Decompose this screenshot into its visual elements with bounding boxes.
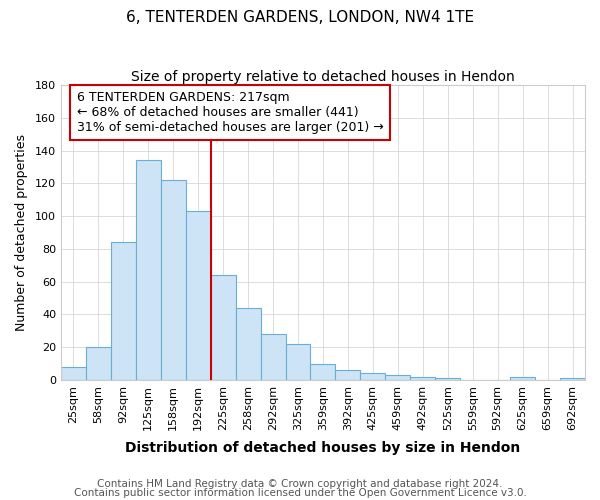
Text: Contains public sector information licensed under the Open Government Licence v3: Contains public sector information licen…: [74, 488, 526, 498]
Text: 6 TENTERDEN GARDENS: 217sqm
← 68% of detached houses are smaller (441)
31% of se: 6 TENTERDEN GARDENS: 217sqm ← 68% of det…: [77, 91, 383, 134]
Bar: [335, 370, 361, 380]
X-axis label: Distribution of detached houses by size in Hendon: Distribution of detached houses by size …: [125, 441, 521, 455]
Title: Size of property relative to detached houses in Hendon: Size of property relative to detached ho…: [131, 70, 515, 84]
Text: Contains HM Land Registry data © Crown copyright and database right 2024.: Contains HM Land Registry data © Crown c…: [97, 479, 503, 489]
Bar: [286, 344, 310, 380]
Bar: [361, 374, 385, 380]
Bar: [86, 347, 111, 380]
Bar: [435, 378, 460, 380]
Bar: [136, 160, 161, 380]
Bar: [111, 242, 136, 380]
Y-axis label: Number of detached properties: Number of detached properties: [15, 134, 28, 331]
Bar: [260, 334, 286, 380]
Bar: [385, 375, 410, 380]
Text: 6, TENTERDEN GARDENS, LONDON, NW4 1TE: 6, TENTERDEN GARDENS, LONDON, NW4 1TE: [126, 10, 474, 25]
Bar: [161, 180, 186, 380]
Bar: [310, 364, 335, 380]
Bar: [510, 376, 535, 380]
Bar: [61, 367, 86, 380]
Bar: [211, 275, 236, 380]
Bar: [410, 376, 435, 380]
Bar: [186, 211, 211, 380]
Bar: [560, 378, 585, 380]
Bar: [236, 308, 260, 380]
